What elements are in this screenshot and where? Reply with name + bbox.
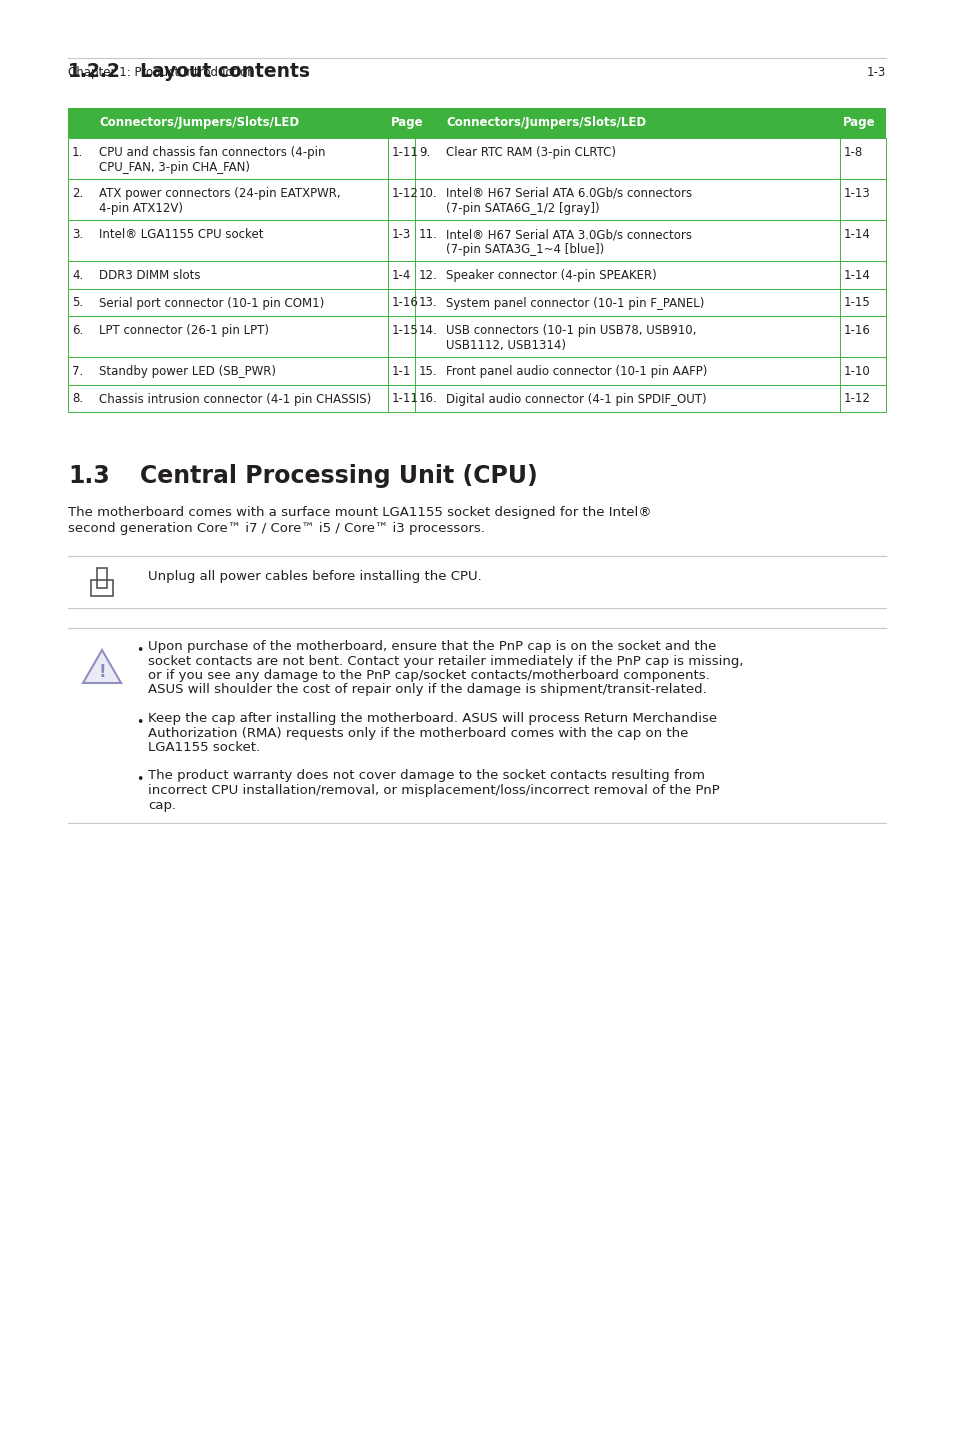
Text: !: ! bbox=[98, 663, 106, 682]
Text: 14.: 14. bbox=[418, 324, 437, 336]
Text: 2.: 2. bbox=[71, 187, 83, 200]
Text: 1-16: 1-16 bbox=[843, 324, 870, 336]
Text: 1-3: 1-3 bbox=[866, 66, 885, 79]
Bar bbox=[68, 316, 885, 357]
Text: Front panel audio connector (10-1 pin AAFP): Front panel audio connector (10-1 pin AA… bbox=[446, 365, 706, 378]
Text: 6.: 6. bbox=[71, 324, 83, 336]
Text: 1-12: 1-12 bbox=[843, 393, 870, 406]
Text: incorrect CPU installation/removal, or misplacement/loss/incorrect removal of th: incorrect CPU installation/removal, or m… bbox=[148, 784, 719, 797]
Text: Intel® LGA1155 CPU socket: Intel® LGA1155 CPU socket bbox=[99, 229, 263, 242]
Bar bbox=[68, 289, 885, 316]
Text: 15.: 15. bbox=[418, 365, 437, 378]
Polygon shape bbox=[83, 650, 121, 683]
Text: 4.: 4. bbox=[71, 269, 83, 282]
Bar bbox=[68, 357, 885, 384]
Text: Standby power LED (SB_PWR): Standby power LED (SB_PWR) bbox=[99, 365, 275, 378]
Text: Page: Page bbox=[391, 116, 423, 129]
Text: Authorization (RMA) requests only if the motherboard comes with the cap on the: Authorization (RMA) requests only if the… bbox=[148, 726, 688, 739]
Text: LGA1155 socket.: LGA1155 socket. bbox=[148, 741, 260, 754]
Text: The motherboard comes with a surface mount LGA1155 socket designed for the Intel: The motherboard comes with a surface mou… bbox=[68, 506, 651, 519]
Text: 11.: 11. bbox=[418, 229, 437, 242]
Text: Connectors/Jumpers/Slots/LED: Connectors/Jumpers/Slots/LED bbox=[99, 116, 299, 129]
Text: ASUS will shoulder the cost of repair only if the damage is shipment/transit-rel: ASUS will shoulder the cost of repair on… bbox=[148, 683, 706, 696]
Text: Digital audio connector (4-1 pin SPDIF_OUT): Digital audio connector (4-1 pin SPDIF_O… bbox=[446, 393, 706, 406]
Text: Intel® H67 Serial ATA 3.0Gb/s connectors
(7-pin SATA3G_1~4 [blue]): Intel® H67 Serial ATA 3.0Gb/s connectors… bbox=[446, 229, 691, 256]
Text: 1-14: 1-14 bbox=[843, 229, 870, 242]
Text: The product warranty does not cover damage to the socket contacts resulting from: The product warranty does not cover dama… bbox=[148, 769, 704, 782]
Text: 1.: 1. bbox=[71, 147, 83, 160]
Text: 1-4: 1-4 bbox=[392, 269, 411, 282]
Text: Keep the cap after installing the motherboard. ASUS will process Return Merchand: Keep the cap after installing the mother… bbox=[148, 712, 717, 725]
Text: Upon purchase of the motherboard, ensure that the PnP cap is on the socket and t: Upon purchase of the motherboard, ensure… bbox=[148, 640, 716, 653]
Bar bbox=[68, 138, 885, 178]
Bar bbox=[97, 568, 107, 588]
Text: •: • bbox=[136, 644, 143, 657]
Text: 5.: 5. bbox=[71, 296, 83, 309]
Text: Chassis intrusion connector (4-1 pin CHASSIS): Chassis intrusion connector (4-1 pin CHA… bbox=[99, 393, 371, 406]
Text: DDR3 DIMM slots: DDR3 DIMM slots bbox=[99, 269, 200, 282]
Text: 12.: 12. bbox=[418, 269, 437, 282]
Text: Unplug all power cables before installing the CPU.: Unplug all power cables before installin… bbox=[148, 569, 481, 582]
Text: 1-11: 1-11 bbox=[392, 393, 418, 406]
Text: 1-15: 1-15 bbox=[843, 296, 870, 309]
Text: 3.: 3. bbox=[71, 229, 83, 242]
Text: 1-13: 1-13 bbox=[843, 187, 870, 200]
Text: 9.: 9. bbox=[418, 147, 430, 160]
Text: 1-15: 1-15 bbox=[392, 324, 418, 336]
Text: Clear RTC RAM (3-pin CLRTC): Clear RTC RAM (3-pin CLRTC) bbox=[446, 147, 616, 160]
Text: System panel connector (10-1 pin F_PANEL): System panel connector (10-1 pin F_PANEL… bbox=[446, 296, 703, 309]
Text: Layout contents: Layout contents bbox=[140, 62, 310, 81]
Text: 1-12: 1-12 bbox=[392, 187, 418, 200]
Text: 1-10: 1-10 bbox=[843, 365, 870, 378]
Text: 1-11: 1-11 bbox=[392, 147, 418, 160]
Bar bbox=[68, 384, 885, 413]
Text: cap.: cap. bbox=[148, 798, 176, 811]
Bar bbox=[68, 108, 885, 138]
Text: or if you see any damage to the PnP cap/socket contacts/motherboard components.: or if you see any damage to the PnP cap/… bbox=[148, 669, 709, 682]
Text: 7.: 7. bbox=[71, 365, 83, 378]
Text: Connectors/Jumpers/Slots/LED: Connectors/Jumpers/Slots/LED bbox=[446, 116, 645, 129]
Text: •: • bbox=[136, 716, 143, 729]
Text: 1-1: 1-1 bbox=[392, 365, 411, 378]
Text: CPU and chassis fan connectors (4-pin
CPU_FAN, 3-pin CHA_FAN): CPU and chassis fan connectors (4-pin CP… bbox=[99, 147, 325, 174]
Bar bbox=[68, 262, 885, 289]
Bar bbox=[68, 220, 885, 262]
Bar bbox=[68, 178, 885, 220]
Text: 1.2.2: 1.2.2 bbox=[68, 62, 121, 81]
Text: Page: Page bbox=[842, 116, 875, 129]
Text: Intel® H67 Serial ATA 6.0Gb/s connectors
(7-pin SATA6G_1/2 [gray]): Intel® H67 Serial ATA 6.0Gb/s connectors… bbox=[446, 187, 691, 216]
Text: 8.: 8. bbox=[71, 393, 83, 406]
Text: Speaker connector (4-pin SPEAKER): Speaker connector (4-pin SPEAKER) bbox=[446, 269, 656, 282]
Text: 1.3: 1.3 bbox=[68, 464, 110, 487]
Text: Chapter 1: Product introduction: Chapter 1: Product introduction bbox=[68, 66, 254, 79]
Text: ATX power connectors (24-pin EATXPWR,
4-pin ATX12V): ATX power connectors (24-pin EATXPWR, 4-… bbox=[99, 187, 340, 216]
Bar bbox=[91, 580, 112, 595]
Text: 1-14: 1-14 bbox=[843, 269, 870, 282]
Text: 13.: 13. bbox=[418, 296, 437, 309]
Text: 1-3: 1-3 bbox=[392, 229, 411, 242]
Text: Central Processing Unit (CPU): Central Processing Unit (CPU) bbox=[140, 464, 537, 487]
Text: 1-16: 1-16 bbox=[392, 296, 418, 309]
Text: 10.: 10. bbox=[418, 187, 437, 200]
Text: socket contacts are not bent. Contact your retailer immediately if the PnP cap i: socket contacts are not bent. Contact yo… bbox=[148, 654, 742, 667]
Text: second generation Core™ i7 / Core™ i5 / Core™ i3 processors.: second generation Core™ i7 / Core™ i5 / … bbox=[68, 522, 484, 535]
Text: Serial port connector (10-1 pin COM1): Serial port connector (10-1 pin COM1) bbox=[99, 296, 324, 309]
Text: 16.: 16. bbox=[418, 393, 437, 406]
Text: LPT connector (26-1 pin LPT): LPT connector (26-1 pin LPT) bbox=[99, 324, 269, 336]
Text: USB connectors (10-1 pin USB78, USB910,
USB1112, USB1314): USB connectors (10-1 pin USB78, USB910, … bbox=[446, 324, 696, 352]
Text: 1-8: 1-8 bbox=[843, 147, 862, 160]
Text: •: • bbox=[136, 774, 143, 787]
